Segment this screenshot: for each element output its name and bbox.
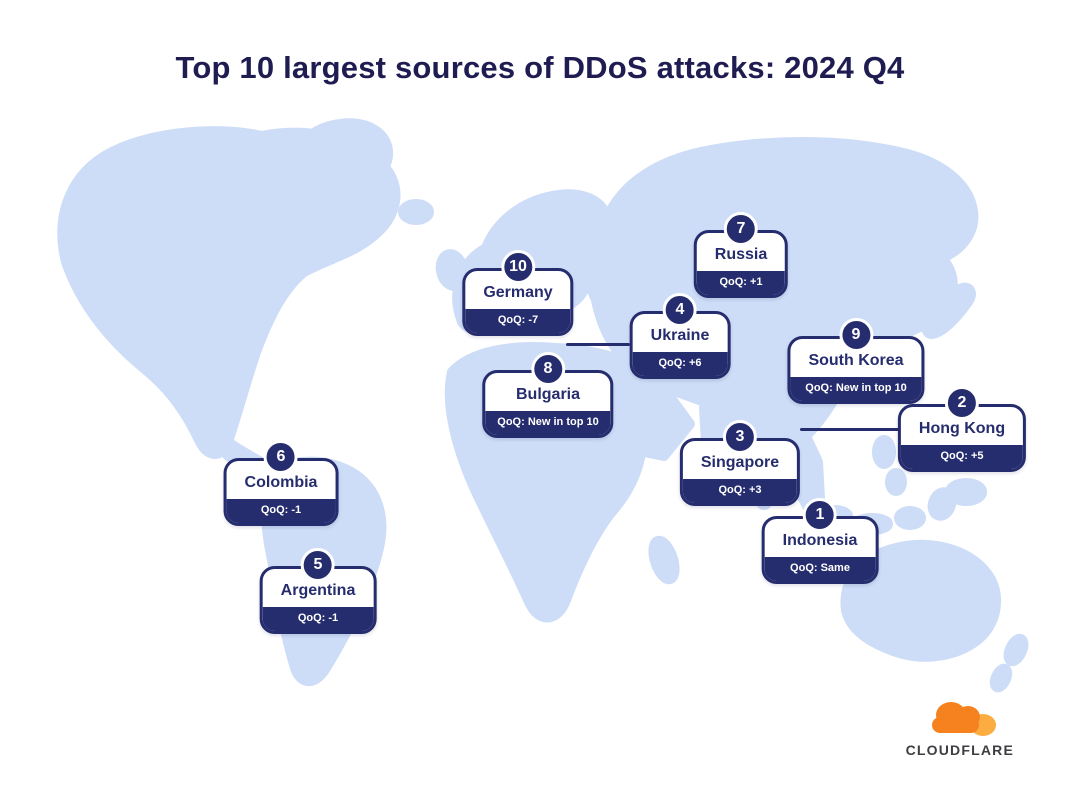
rank-badge: 3 bbox=[722, 420, 757, 454]
country-name: Hong Kong bbox=[918, 420, 1006, 437]
qoq-change: QoQ: +6 bbox=[632, 352, 728, 376]
country-card: Russia QoQ: +1 bbox=[693, 230, 789, 298]
qoq-change: QoQ: +5 bbox=[900, 445, 1024, 469]
rank-badge: 5 bbox=[300, 548, 335, 582]
country-name: Russia bbox=[714, 246, 768, 263]
leader-line-hong-kong bbox=[800, 428, 903, 431]
qoq-change: QoQ: Same bbox=[764, 557, 876, 581]
rank-badge: 6 bbox=[263, 440, 298, 474]
country-name: South Korea bbox=[808, 352, 904, 369]
country-name: Indonesia bbox=[782, 532, 858, 549]
leader-line-germany-ukraine bbox=[566, 343, 630, 346]
badge-indonesia: 1 Indonesia QoQ: Same bbox=[761, 498, 879, 584]
country-name: Singapore bbox=[700, 454, 780, 471]
badge-colombia: 6 Colombia QoQ: -1 bbox=[223, 440, 339, 526]
badge-south-korea: 9 South Korea QoQ: New in top 10 bbox=[787, 318, 925, 404]
landmass-philippines bbox=[872, 435, 896, 469]
rank-badge: 2 bbox=[944, 386, 979, 420]
badge-bulgaria: 8 Bulgaria QoQ: New in top 10 bbox=[482, 352, 614, 438]
country-card: Ukraine QoQ: +6 bbox=[629, 311, 731, 379]
qoq-change: QoQ: -7 bbox=[465, 309, 571, 333]
country-card: Singapore QoQ: +3 bbox=[679, 438, 801, 506]
landmass-iceland bbox=[398, 199, 434, 225]
badge-hong-kong: 2 Hong Kong QoQ: +5 bbox=[897, 386, 1027, 472]
country-name: Colombia bbox=[244, 474, 318, 491]
landmass-new-zealand bbox=[989, 633, 1029, 693]
country-name: Ukraine bbox=[650, 327, 710, 344]
cloudflare-cloud-icon bbox=[931, 702, 996, 736]
qoq-change: QoQ: +3 bbox=[682, 479, 798, 503]
badge-singapore: 3 Singapore QoQ: +3 bbox=[679, 420, 801, 506]
rank-badge: 9 bbox=[839, 318, 873, 352]
landmass-japan bbox=[921, 282, 976, 339]
rank-badge: 4 bbox=[662, 293, 697, 327]
badge-argentina: 5 Argentina QoQ: -1 bbox=[259, 548, 377, 634]
badge-russia: 7 Russia QoQ: +1 bbox=[693, 212, 789, 298]
landmass-north-america bbox=[57, 126, 401, 459]
qoq-change: QoQ: New in top 10 bbox=[790, 377, 922, 401]
qoq-change: QoQ: +1 bbox=[696, 271, 786, 295]
landmass-new-guinea bbox=[945, 478, 987, 506]
rank-badge: 1 bbox=[803, 498, 837, 532]
landmass-australia bbox=[840, 539, 1002, 662]
landmass-arabia bbox=[613, 389, 695, 461]
country-card: Indonesia QoQ: Same bbox=[761, 516, 879, 584]
country-name: Bulgaria bbox=[515, 386, 581, 403]
landmass-greenland bbox=[290, 118, 394, 196]
qoq-change: QoQ: -1 bbox=[262, 607, 374, 631]
rank-badge: 8 bbox=[530, 352, 565, 386]
qoq-change: QoQ: -1 bbox=[226, 499, 336, 523]
country-card: Argentina QoQ: -1 bbox=[259, 566, 377, 634]
landmass-madagascar bbox=[648, 535, 680, 585]
page-title: Top 10 largest sources of DDoS attacks: … bbox=[175, 50, 905, 85]
qoq-change: QoQ: New in top 10 bbox=[485, 411, 611, 435]
rank-badge: 10 bbox=[501, 250, 535, 284]
cloudflare-wordmark: CLOUDFLARE bbox=[905, 742, 1014, 758]
cloudflare-logo: CLOUDFLARE bbox=[906, 697, 1014, 758]
country-name: Germany bbox=[483, 284, 553, 301]
country-card: South Korea QoQ: New in top 10 bbox=[787, 336, 925, 404]
badge-ukraine: 4 Ukraine QoQ: +6 bbox=[629, 293, 731, 379]
country-name: Argentina bbox=[280, 582, 356, 599]
rank-badge: 7 bbox=[724, 212, 758, 246]
badge-germany: 10 Germany QoQ: -7 bbox=[462, 250, 574, 336]
